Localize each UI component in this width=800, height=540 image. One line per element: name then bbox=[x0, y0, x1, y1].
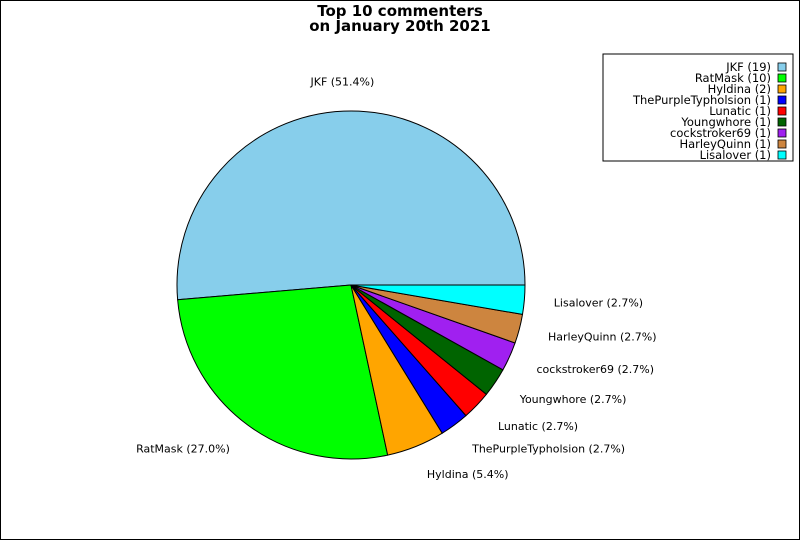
legend-swatch-ratmask bbox=[777, 73, 787, 83]
slice-label-harleyquinn: HarleyQuinn (2.7%) bbox=[548, 330, 657, 343]
legend-swatch-lisalover bbox=[777, 150, 787, 160]
slice-label-thepurpletypholsion: ThePurpleTypholsion (2.7%) bbox=[471, 443, 625, 456]
legend-label-youngwhore: Youngwhore (1) bbox=[680, 115, 771, 129]
legend-box bbox=[602, 53, 794, 162]
pie-slice-jkf bbox=[176, 110, 526, 301]
legend-label-thepurpletypholsion: ThePurpleTypholsion (1) bbox=[632, 93, 771, 107]
legend-label-lisalover: Lisalover (1) bbox=[700, 148, 771, 162]
pie-labels: JKF (51.4%) RatMask (27.0%) Hyldina (5.4%)… bbox=[136, 76, 656, 481]
chart-title-line-2: on January 20th 2021 bbox=[309, 17, 490, 35]
slice-label-youngwhore: Youngwhore (2.7%) bbox=[519, 393, 627, 406]
slice-label-jkf: JKF (51.4%) bbox=[309, 76, 374, 89]
slice-label-hyldina: Hyldina (5.4%) bbox=[427, 468, 509, 481]
slice-label-cockstroker69: cockstroker69 (2.7%) bbox=[537, 363, 655, 376]
legend-swatch-youngwhore bbox=[777, 117, 787, 127]
legend-label-lunatic: Lunatic (1) bbox=[709, 104, 771, 118]
legend-swatch-cockstroker69 bbox=[777, 128, 787, 138]
legend-label-ratmask: RatMask (10) bbox=[695, 71, 771, 85]
pie-slice-lisalover bbox=[350, 284, 526, 315]
legend-swatch-thepurpletypholsion bbox=[777, 95, 787, 105]
pie-slice-ratmask bbox=[177, 284, 389, 460]
pie-slices bbox=[176, 110, 526, 460]
slice-label-ratmask: RatMask (27.0%) bbox=[136, 443, 230, 456]
legend-label-cockstroker69: cockstroker69 (1) bbox=[670, 126, 771, 140]
slice-label-lisalover: Lisalover (2.7%) bbox=[554, 296, 643, 309]
legend-swatch-jkf bbox=[777, 62, 787, 72]
legend-swatch-lunatic bbox=[777, 106, 787, 116]
legend-label-jkf: JKF (19) bbox=[725, 60, 771, 74]
legend-label-harleyquinn: HarleyQuinn (1) bbox=[679, 137, 771, 151]
slice-label-lunatic: Lunatic (2.7%) bbox=[498, 420, 578, 433]
chart-title-line-1: Top 10 commenters bbox=[317, 2, 483, 20]
legend-label-hyldina: Hyldina (2) bbox=[708, 82, 771, 96]
legend-swatch-harleyquinn bbox=[777, 139, 787, 149]
legend: JKF (19)RatMask (10)Hyldina (2)ThePurple… bbox=[602, 53, 794, 162]
legend-swatch-hyldina bbox=[777, 84, 787, 94]
